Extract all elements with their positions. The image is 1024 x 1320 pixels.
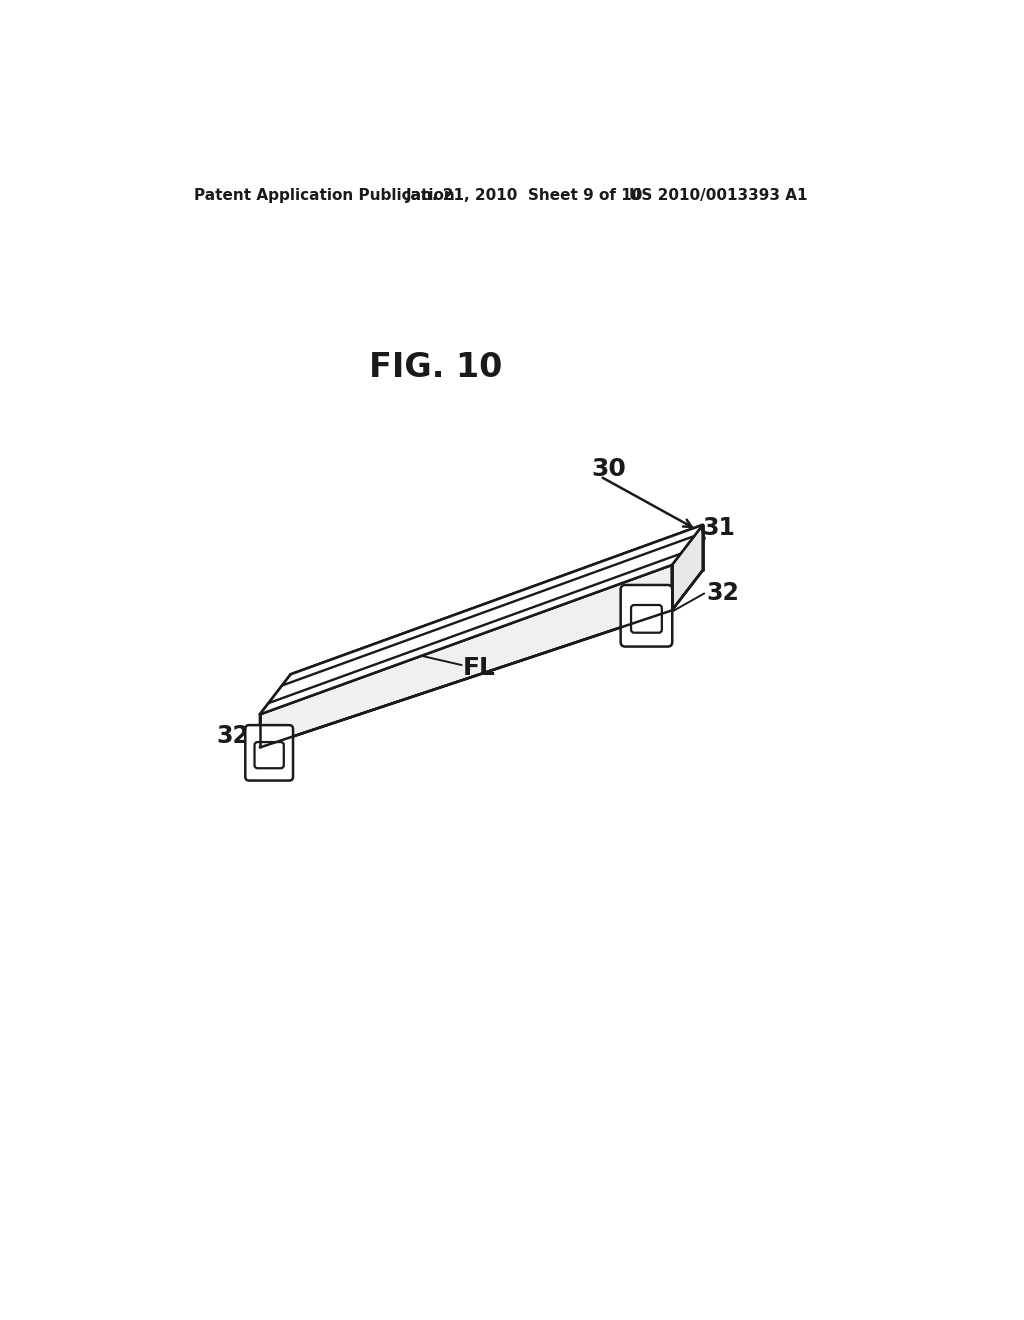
Text: 30: 30 bbox=[591, 458, 626, 482]
Polygon shape bbox=[672, 525, 702, 610]
FancyBboxPatch shape bbox=[621, 585, 672, 647]
Text: 32: 32 bbox=[217, 723, 250, 748]
Text: 32: 32 bbox=[707, 581, 739, 606]
Polygon shape bbox=[260, 525, 702, 714]
Text: 31: 31 bbox=[702, 516, 735, 540]
FancyBboxPatch shape bbox=[255, 742, 284, 768]
Text: Patent Application Publication: Patent Application Publication bbox=[195, 187, 456, 203]
Text: Jan. 21, 2010  Sheet 9 of 10: Jan. 21, 2010 Sheet 9 of 10 bbox=[407, 187, 644, 203]
Text: FL: FL bbox=[463, 656, 496, 680]
Polygon shape bbox=[260, 565, 672, 747]
Polygon shape bbox=[260, 525, 702, 714]
FancyBboxPatch shape bbox=[631, 605, 662, 632]
FancyBboxPatch shape bbox=[246, 725, 293, 780]
Text: US 2010/0013393 A1: US 2010/0013393 A1 bbox=[629, 187, 807, 203]
Text: FIG. 10: FIG. 10 bbox=[370, 351, 503, 384]
